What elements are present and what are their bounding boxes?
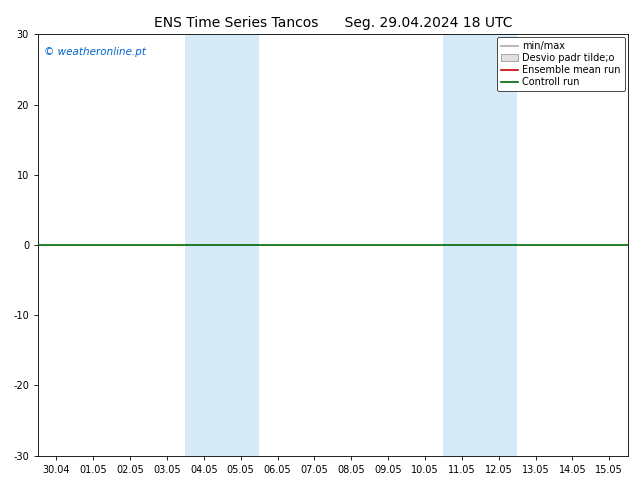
Bar [223, 34, 259, 456]
Legend: min/max, Desvio padr tilde;o, Ensemble mean run, Controll run: min/max, Desvio padr tilde;o, Ensemble m… [497, 37, 624, 91]
Bar [185, 34, 223, 456]
Bar [481, 34, 517, 456]
Bar [443, 34, 481, 456]
Title: ENS Time Series Tancos      Seg. 29.04.2024 18 UTC: ENS Time Series Tancos Seg. 29.04.2024 1… [153, 16, 512, 30]
Text: © weatheronline.pt: © weatheronline.pt [44, 47, 146, 57]
